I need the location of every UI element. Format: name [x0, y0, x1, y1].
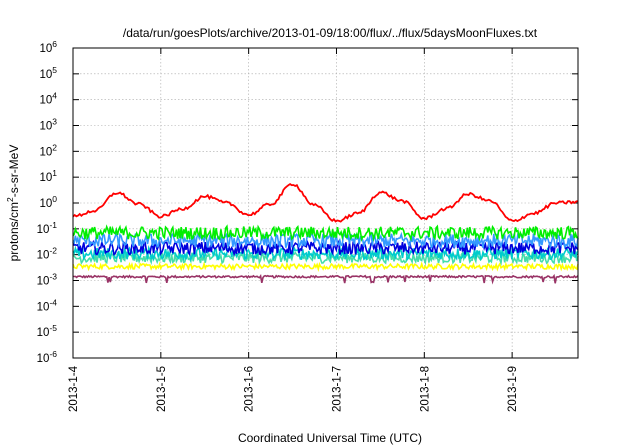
- y-tick-base: 10: [37, 353, 50, 365]
- y-tick-base: 10: [39, 172, 52, 184]
- y-tick-exp: -3: [49, 272, 57, 282]
- x-axis-label: Coordinated Universal Time (UTC): [238, 431, 422, 445]
- y-tick-label: 10-2: [37, 246, 58, 262]
- y-tick-exp: 2: [52, 142, 57, 152]
- series-line: [72, 230, 579, 251]
- plot-frame: [72, 47, 579, 359]
- x-tick-label: 2013-1-8: [419, 366, 431, 412]
- y-tick-base: 10: [39, 198, 52, 210]
- series-line-red: [72, 183, 579, 223]
- y-tick-exp: 4: [52, 91, 57, 101]
- series-line: [72, 238, 579, 257]
- y-tick-label: 10-5: [37, 323, 58, 339]
- y-tick-exp: 0: [52, 194, 57, 204]
- y-tick-label: 100: [39, 194, 57, 210]
- x-tick-label: 2013-1-4: [68, 365, 80, 412]
- x-tick-label: 2013-1-9: [507, 366, 519, 412]
- data-series: [72, 183, 579, 285]
- y-tick-base: 10: [37, 301, 50, 313]
- y-tick-label: 104: [39, 91, 57, 107]
- series-line: [72, 273, 579, 285]
- y-tick-label: 102: [39, 142, 57, 158]
- y-tick-base: 10: [37, 327, 50, 339]
- series-line: [72, 261, 579, 272]
- x-tick-labels: 2013-1-4 2013-1-5 2013-1-6 2013-1-7 2013-1-8…: [68, 365, 519, 412]
- y-tick-label: 101: [39, 168, 57, 184]
- y-tick-base: 10: [37, 250, 50, 262]
- x-tick-label: 2013-1-7: [331, 366, 343, 412]
- y-tick-exp: -2: [49, 246, 57, 256]
- y-tick-exp: 6: [52, 39, 57, 49]
- x-tick-label: 2013-1-6: [244, 366, 256, 412]
- chart-title: /data/run/goesPlots/archive/2013-01-09/1…: [123, 26, 538, 40]
- y-tick-exp: -6: [49, 349, 57, 359]
- y-tick-label: 105: [39, 65, 57, 81]
- y-tick-base: 10: [39, 69, 52, 81]
- y-tick-labels: 10-610-510-410-310-210-11001011021031041…: [37, 39, 58, 365]
- y-tick-base: 10: [39, 121, 52, 133]
- y-axis-label-sup: 2: [5, 197, 15, 202]
- y-tick-base: 10: [39, 146, 52, 158]
- y-tick-label: 10-6: [37, 349, 58, 365]
- y-tick-base: 10: [39, 95, 52, 107]
- series-line: [72, 224, 578, 242]
- x-tick-label: 2013-1-5: [156, 366, 168, 412]
- y-tick-exp: 5: [52, 65, 57, 75]
- y-tick-exp: 3: [52, 117, 57, 127]
- y-axis-label-post: -s-sr-MeV: [7, 145, 21, 198]
- y-axis-label-pre: protons/cm: [7, 202, 21, 261]
- y-tick-label: 10-4: [37, 297, 58, 313]
- y-tick-exp: -1: [49, 220, 57, 230]
- y-tick-label: 10-1: [37, 220, 58, 236]
- y-tick-base: 10: [37, 224, 50, 236]
- y-tick-exp: -4: [49, 297, 57, 307]
- y-tick-exp: -5: [49, 323, 57, 333]
- grid-lines: [73, 48, 578, 358]
- y-tick-label: 10-3: [37, 272, 58, 288]
- y-tick-base: 10: [39, 43, 52, 55]
- y-axis-label: protons/cm2-s-sr-MeV: [5, 145, 21, 262]
- y-tick-exp: 1: [52, 168, 57, 178]
- y-tick-base: 10: [37, 276, 50, 288]
- y-tick-label: 106: [39, 39, 57, 55]
- y-tick-label: 103: [39, 117, 57, 133]
